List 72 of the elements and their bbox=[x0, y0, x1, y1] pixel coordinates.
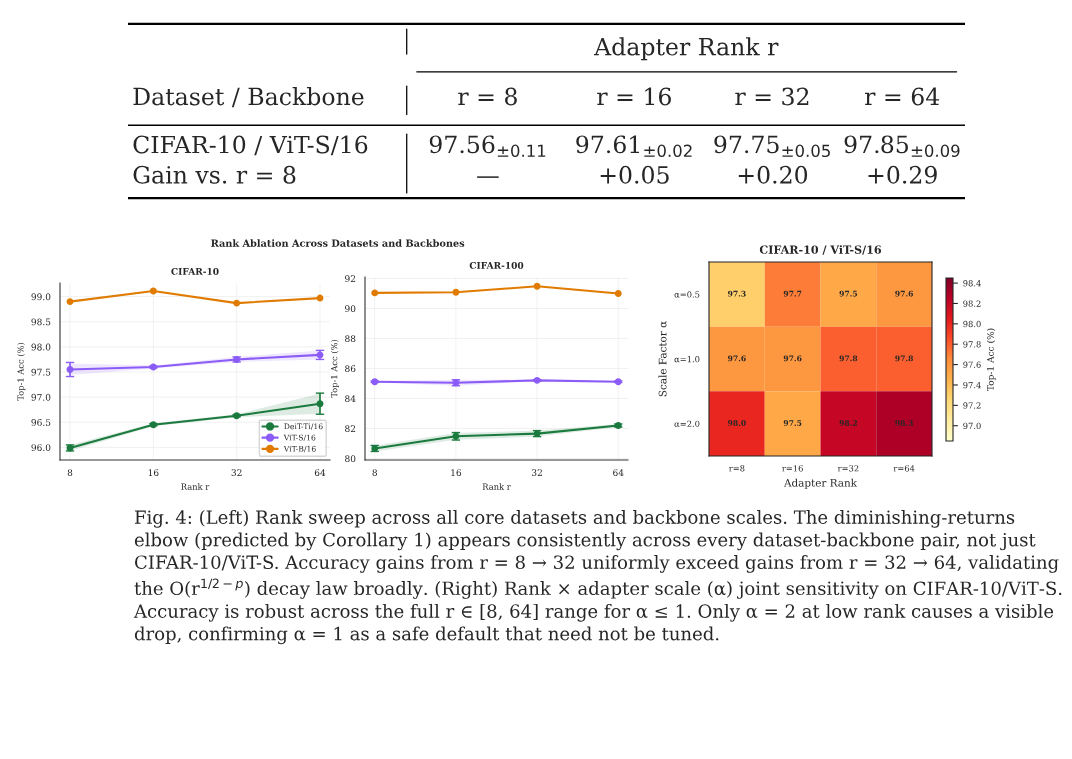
y-axis-title: Top-1 Acc (%) bbox=[330, 339, 339, 398]
x-tick-label: r=8 bbox=[729, 465, 745, 472]
y-axis-title: Top-1 Acc (%) bbox=[17, 342, 26, 401]
y-tick-label: 96.0 bbox=[31, 444, 51, 451]
y-tick-label: 86 bbox=[345, 365, 356, 373]
chart-title: CIFAR-100 bbox=[469, 261, 524, 269]
y-tick-label: 84 bbox=[345, 395, 356, 403]
category-label: Dataset / Backbone bbox=[133, 87, 364, 108]
color-bar-label: 98.0 bbox=[963, 320, 981, 328]
y-tick-label: 98.0 bbox=[31, 343, 51, 351]
point bbox=[371, 289, 379, 297]
y-tick-label: 97.5 bbox=[31, 368, 51, 376]
text: Adapter Rank r bbox=[593, 37, 779, 61]
y-tick-label: 82 bbox=[345, 425, 356, 433]
x-tick-label: 16 bbox=[451, 469, 462, 477]
point bbox=[452, 288, 460, 296]
color-bar-label: 98.4 bbox=[963, 280, 981, 287]
color-bar-label: 97.8 bbox=[963, 341, 981, 348]
x-axis-title: Adapter Rank bbox=[783, 478, 858, 489]
y-tick-label: 98.5 bbox=[31, 318, 51, 326]
point bbox=[614, 290, 622, 297]
color-bar-label: 97.6 bbox=[963, 361, 981, 368]
point bbox=[66, 298, 74, 306]
y-tick-label: 90 bbox=[345, 305, 356, 313]
y-axis-title: Scale Factor α bbox=[658, 321, 667, 397]
x-tick-label: 8 bbox=[372, 469, 377, 477]
text: 97.61$_{±0.02}$ bbox=[576, 135, 692, 158]
y-tick-label: 92 bbox=[345, 275, 356, 283]
x-tick-label: 64 bbox=[613, 469, 624, 477]
x-tick-label: r=64 bbox=[893, 465, 915, 472]
category-label: r = 64 bbox=[865, 87, 940, 106]
y-tick-label: 99.0 bbox=[31, 293, 51, 301]
category-label: r = 32 bbox=[735, 87, 809, 106]
color-bar-label: 97.2 bbox=[963, 402, 981, 409]
text: +0.29 bbox=[868, 165, 937, 184]
x-tick-label: r=16 bbox=[782, 465, 803, 472]
point bbox=[533, 282, 541, 290]
x-tick-label: 32 bbox=[231, 469, 242, 477]
text: 97.75$_{±0.05}$ bbox=[714, 135, 830, 158]
caption: Fig. 4: (Left) Rank sweep across all core datasets and backbone scales. The diminishing-returns elbow (predicted by Corollary 1) appears consistently across every dataset-backbone pair, not just CIFAR-10/ViT-S. Accuracy gains from r = 8 → 32 uniformly exceed gains from r = 32 → 64, validating the O(r$^{1/2−p}$) decay law broadly. (Right) Rank × adapter scale (α) joint sensitivity on CIFAR-10/ViT-S. Accuracy is robust across the full r ∈ [8, 64] range for α ≤ 1. Only α = 2 at low rank causes a visible drop, confirming α = 1 as a safe default that need not be tuned. bbox=[133, 510, 1062, 645]
text: — bbox=[477, 176, 499, 178]
color-bar-title: Top-1 Acc (%) bbox=[986, 328, 996, 392]
x-axis-title: Rank r bbox=[181, 483, 210, 490]
text: +0.05 bbox=[600, 165, 669, 184]
x-tick-label: 32 bbox=[532, 469, 542, 477]
text: 97.56$_{±0.11}$ bbox=[429, 135, 546, 158]
x-tick-label: r=32 bbox=[837, 465, 859, 472]
y-tick-label: 97.0 bbox=[31, 393, 51, 401]
chart-title: CIFAR-10 bbox=[171, 267, 219, 275]
color-bar-label: 97.4 bbox=[963, 381, 981, 389]
x-tick-label: 8 bbox=[67, 469, 73, 477]
y-tick-label: α=0.5 bbox=[674, 291, 700, 298]
y-tick-label: 96.5 bbox=[31, 419, 51, 426]
category-label: r = 8 bbox=[458, 87, 517, 106]
y-tick-label: 88 bbox=[345, 335, 356, 343]
chart-subtitle: Rank Ablation Across Datasets and Backbones bbox=[211, 239, 465, 247]
category-label: r = 16 bbox=[597, 87, 671, 106]
category-label: CIFAR-10 / ViT-S/16 bbox=[133, 135, 368, 156]
category-label: Gain vs. r = 8 bbox=[133, 165, 296, 184]
text: 97.85$_{±0.09}$ bbox=[844, 135, 960, 158]
text: +0.20 bbox=[738, 165, 808, 184]
y-tick-label: 80 bbox=[345, 455, 356, 463]
color-bar-label: 98.2 bbox=[963, 300, 981, 307]
x-axis-title: Rank r bbox=[482, 483, 511, 490]
y-tick-label: α=1.0 bbox=[674, 355, 700, 363]
y-tick-label: α=2.0 bbox=[674, 420, 700, 427]
point bbox=[233, 299, 241, 307]
color-bar-label: 97.0 bbox=[963, 422, 981, 429]
chart-title: CIFAR-10 / ViT-S/16 bbox=[759, 245, 882, 255]
point bbox=[149, 287, 157, 295]
x-tick-label: 64 bbox=[314, 469, 326, 477]
x-tick-label: 16 bbox=[148, 469, 159, 477]
